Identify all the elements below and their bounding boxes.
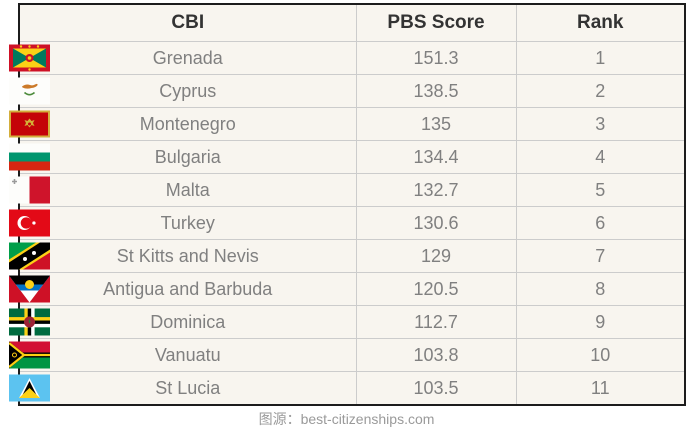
grenada-flag-icon xyxy=(9,44,50,72)
table-row-vanuatu: Vanuatu 103.8 10 xyxy=(9,338,686,372)
bulgaria-flag-icon xyxy=(9,143,50,171)
table-row-st-kitts-and-nevis: St Kitts and Nevis 129 7 xyxy=(9,239,686,273)
table-row-st-lucia: St Lucia 103.5 11 xyxy=(9,371,686,406)
table-row-turkey: Turkey 130.6 6 xyxy=(9,206,686,240)
malta-flag-icon xyxy=(9,176,50,204)
country-cell: Grenada xyxy=(9,41,357,75)
antigua-and-barbuda-flag-icon xyxy=(9,275,50,303)
country-cell: Malta xyxy=(9,173,357,207)
country-cell: Cyprus xyxy=(9,74,357,108)
score-cell: 132.7 xyxy=(355,173,517,207)
country-name: Malta xyxy=(165,179,210,200)
table-row-montenegro: Montenegro 135 3 xyxy=(9,107,686,141)
header-rank: Rank xyxy=(515,3,686,42)
country-name: St Kitts and Nevis xyxy=(116,245,259,266)
table-row-grenada: Grenada 151.3 1 xyxy=(9,41,686,75)
rank-cell: 10 xyxy=(515,338,686,372)
turkey-flag-icon xyxy=(9,209,50,237)
table-row-malta: Malta 132.7 5 xyxy=(9,173,686,207)
rank-cell: 11 xyxy=(515,371,686,406)
table-row-bulgaria: Bulgaria 134.4 4 xyxy=(9,140,686,174)
rank-cell: 7 xyxy=(515,239,686,273)
rank-cell: 2 xyxy=(515,74,686,108)
country-cell: Dominica xyxy=(9,305,357,339)
header-row: CBI PBS Score Rank xyxy=(18,3,686,42)
rank-cell: 1 xyxy=(515,41,686,75)
cbi-ranking-table: CBI PBS Score Rank Grenada xyxy=(9,3,686,406)
country-name: Antigua and Barbuda xyxy=(103,278,273,299)
rank-cell: 4 xyxy=(515,140,686,174)
st-kitts-and-nevis-flag-icon xyxy=(9,242,50,270)
rank-cell: 9 xyxy=(515,305,686,339)
score-cell: 130.6 xyxy=(355,206,517,240)
country-cell: Turkey xyxy=(9,206,357,240)
dominica-flag-icon xyxy=(9,308,50,336)
country-cell: Bulgaria xyxy=(9,140,357,174)
score-cell: 151.3 xyxy=(355,41,517,75)
country-name: Turkey xyxy=(160,212,215,233)
country-name: Montenegro xyxy=(139,113,236,134)
table-row-antigua-and-barbuda: Antigua and Barbuda 120.5 8 xyxy=(9,272,686,306)
rank-cell: 3 xyxy=(515,107,686,141)
country-cell: Vanuatu xyxy=(9,338,357,372)
vanuatu-flag-icon xyxy=(9,341,50,369)
country-name: Grenada xyxy=(152,47,223,68)
country-cell: Montenegro xyxy=(9,107,357,141)
country-name: Vanuatu xyxy=(154,344,221,365)
score-cell: 103.5 xyxy=(355,371,517,406)
table-row-dominica: Dominica 112.7 9 xyxy=(9,305,686,339)
table-row-cyprus: Cyprus 138.5 2 xyxy=(9,74,686,108)
country-cell: St Lucia xyxy=(9,371,357,406)
country-name: Dominica xyxy=(150,311,226,332)
score-cell: 138.5 xyxy=(355,74,517,108)
cyprus-flag-icon xyxy=(9,77,50,105)
score-cell: 134.4 xyxy=(355,140,517,174)
header-pbs-score: PBS Score xyxy=(355,3,517,42)
score-cell: 129 xyxy=(355,239,517,273)
score-cell: 103.8 xyxy=(355,338,517,372)
image-source-caption: 图源：best-citizenships.com xyxy=(258,411,435,427)
country-name: St Lucia xyxy=(155,377,221,398)
header-cbi: CBI xyxy=(18,3,357,42)
country-cell: St Kitts and Nevis xyxy=(9,239,357,273)
montenegro-flag-icon xyxy=(9,110,50,138)
score-cell: 112.7 xyxy=(355,305,517,339)
score-cell: 135 xyxy=(355,107,517,141)
country-cell: Antigua and Barbuda xyxy=(9,272,357,306)
rank-cell: 8 xyxy=(515,272,686,306)
score-cell: 120.5 xyxy=(355,272,517,306)
st-lucia-flag-icon xyxy=(9,374,50,402)
country-name: Cyprus xyxy=(159,80,217,101)
rank-cell: 5 xyxy=(515,173,686,207)
country-name: Bulgaria xyxy=(154,146,221,167)
rank-cell: 6 xyxy=(515,206,686,240)
